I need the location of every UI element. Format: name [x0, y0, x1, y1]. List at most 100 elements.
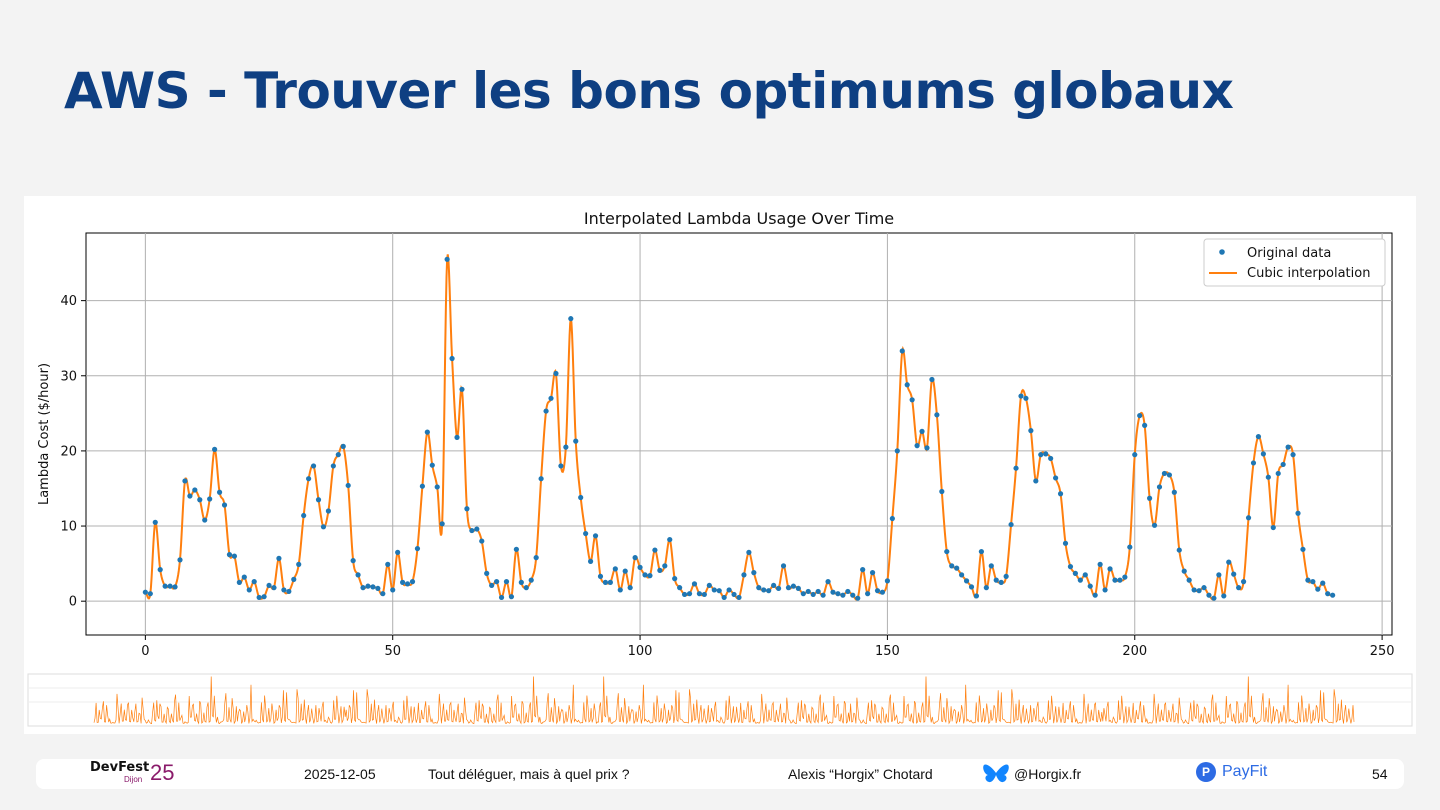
data-point [543, 408, 549, 414]
data-point [479, 538, 485, 544]
data-point [1028, 428, 1034, 434]
x-tick-label: 0 [141, 644, 149, 659]
data-point [315, 497, 322, 503]
data-point [845, 588, 851, 595]
data-point [1147, 495, 1153, 501]
data-point [657, 567, 663, 573]
data-point [513, 546, 519, 552]
data-point [528, 577, 534, 583]
data-point [271, 585, 277, 591]
data-point [291, 576, 297, 582]
data-point [207, 496, 213, 502]
data-point [533, 555, 539, 561]
data-point [790, 583, 797, 589]
data-point [147, 591, 153, 597]
data-point [1043, 451, 1049, 457]
data-point [1240, 579, 1247, 585]
data-point [231, 553, 238, 559]
data-point [419, 483, 425, 489]
data-point [221, 502, 228, 508]
data-point [766, 588, 772, 594]
data-point [424, 429, 430, 435]
data-point [449, 355, 455, 362]
data-point [602, 579, 609, 585]
x-tick-label: 100 [628, 644, 653, 659]
data-point [1250, 460, 1257, 466]
data-point [498, 594, 505, 601]
data-point [968, 584, 975, 590]
data-point [1003, 573, 1009, 579]
data-point [983, 585, 989, 591]
data-point [306, 476, 312, 482]
data-point [1255, 434, 1262, 440]
data-point [429, 462, 435, 468]
footer-talk-title: Tout déléguer, mais à quel prix ? [428, 766, 630, 782]
data-point [538, 476, 544, 482]
data-point [795, 585, 801, 592]
data-point [459, 386, 465, 392]
data-point [1117, 577, 1123, 583]
data-point [1280, 461, 1286, 468]
data-point [548, 395, 554, 401]
data-point [286, 588, 292, 595]
data-point [1023, 395, 1029, 401]
data-point [226, 552, 233, 558]
data-point [167, 583, 173, 589]
data-point [1008, 521, 1014, 528]
data-point [681, 591, 688, 598]
bluesky-handle[interactable]: @Horgix.fr [982, 762, 1081, 786]
payfit-logo-text: PayFit [1222, 763, 1268, 780]
slide-footer: DevFest Dijon 25 2025-12-05 Tout délégue… [36, 759, 1404, 789]
data-point [236, 579, 242, 585]
data-point [1245, 515, 1252, 521]
data-point [587, 558, 594, 564]
data-point [340, 443, 346, 449]
data-point [716, 588, 722, 594]
devfest-logo-text: DevFest [90, 760, 150, 775]
data-point [434, 484, 440, 490]
data-point [612, 566, 618, 572]
data-point [469, 527, 475, 534]
data-point [1176, 547, 1182, 553]
data-point [409, 579, 416, 585]
bluesky-butterfly-icon [983, 764, 1009, 783]
data-point [370, 584, 376, 590]
data-point [390, 587, 396, 593]
data-point [395, 549, 401, 555]
data-point [865, 591, 871, 597]
data-point [909, 397, 915, 403]
data-point [677, 585, 683, 591]
data-point [1151, 522, 1158, 528]
data-point [592, 533, 599, 539]
legend-box [1203, 238, 1386, 287]
data-point [632, 555, 638, 561]
data-point [157, 567, 163, 573]
x-tick-label: 150 [875, 644, 900, 659]
data-point [256, 594, 262, 601]
page-number: 54 [1372, 766, 1388, 782]
data-point [617, 587, 623, 593]
data-point [1082, 572, 1088, 578]
data-point [573, 438, 579, 444]
data-point [310, 463, 317, 469]
y-tick-label: 10 [60, 520, 77, 535]
data-point [142, 589, 148, 595]
data-point [583, 530, 589, 537]
data-point [1137, 412, 1143, 419]
data-point [949, 563, 955, 569]
data-point [320, 524, 327, 530]
data-point [1067, 564, 1074, 570]
data-point [874, 588, 881, 594]
data-point [1112, 577, 1118, 583]
data-point [439, 521, 445, 527]
data-point [1122, 574, 1128, 580]
data-point [800, 591, 806, 597]
data-point [879, 589, 886, 595]
data-point [736, 594, 742, 601]
data-point [1270, 524, 1276, 531]
chart-title: Interpolated Lambda Usage Over Time [584, 209, 894, 228]
data-point [973, 593, 980, 599]
data-point [1231, 571, 1237, 577]
data-point [721, 594, 727, 601]
data-point [914, 443, 920, 449]
